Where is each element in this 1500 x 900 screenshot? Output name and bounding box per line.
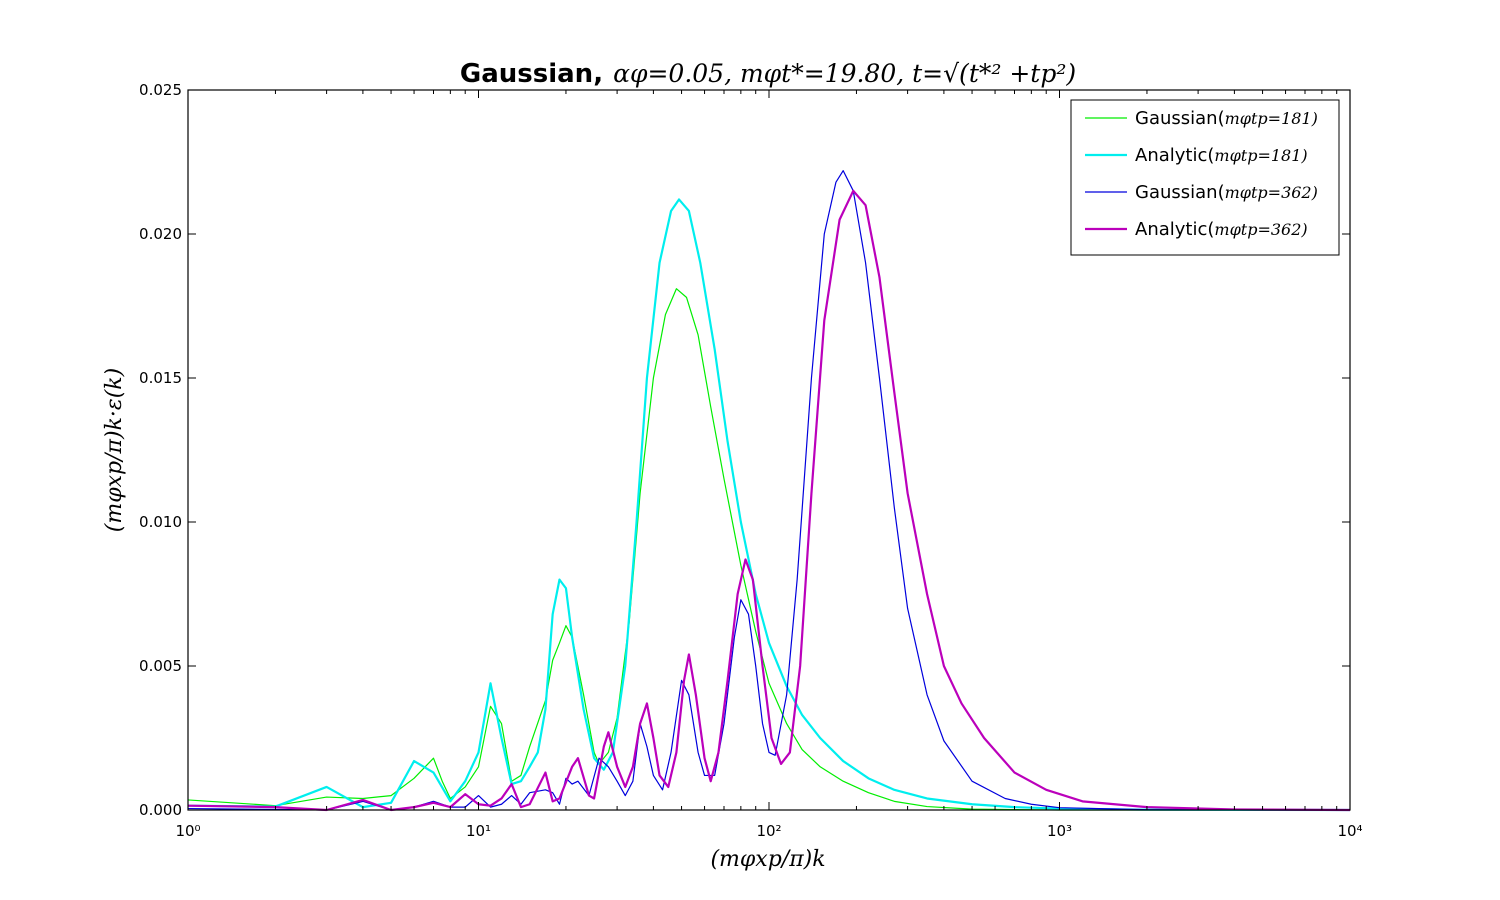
legend-entry-word: Gaussian( [1135, 182, 1225, 203]
chart-title: Gaussian, αφ=0.05, mφt*=19.80, t=√(t*² +… [460, 59, 1076, 89]
series-line-4 [187, 189, 1351, 812]
legend-entry-2: Analytic(mφtp=181) [1135, 145, 1308, 166]
legend-entry-1: Gaussian(mφtp=181) [1135, 108, 1318, 129]
y-tick-label: 0.020 [139, 225, 182, 243]
x-tick-label: 10⁴ [1337, 822, 1362, 840]
svg-text:Gaussian, αφ=0.05, mφt*=: Gaussian, αφ=0.05, mφt*=19.80, t=√(t*² +… [460, 59, 1076, 89]
y-tick-label: 0.005 [139, 657, 182, 675]
chart-title-word: Gaussian, [460, 59, 603, 89]
legend-entry-word: Analytic( [1135, 145, 1214, 166]
legend-entry-3: Gaussian(mφtp=362) [1135, 182, 1318, 203]
legend-entry-math: mφtp=362) [1214, 220, 1307, 239]
legend-entry-math: mφtp=181) [1225, 109, 1318, 128]
chart-title-math: αφ=0.05, mφt*=19.80, t=√(t*² +tp²) [613, 59, 1076, 88]
x-tick-label: 10² [756, 822, 781, 840]
legend-entry-word: Analytic( [1135, 219, 1214, 240]
series-line-2 [187, 198, 1351, 812]
series-line-3 [187, 170, 1351, 811]
series-layer [187, 170, 1351, 812]
y-tick-label: 0.025 [139, 81, 182, 99]
legend-entry-math: mφtp=362) [1225, 183, 1318, 202]
x-tick-label: 10¹ [466, 822, 491, 840]
x-axis-label: (mφxp/π)k [710, 847, 825, 872]
y-tick-label: 0.010 [139, 513, 182, 531]
y-axis-label: (mφxp/π)k·ε(k) [102, 368, 127, 532]
legend-entry-math: mφtp=181) [1214, 146, 1307, 165]
legend-entry-word: Gaussian( [1135, 108, 1225, 129]
x-tick-label: 10³ [1047, 822, 1072, 840]
series-line-1 [187, 288, 1350, 811]
y-tick-label: 0.015 [139, 369, 182, 387]
axis-ticks: 10⁰ 10¹ 10² 10³ 10⁴ 0.000 0.005 0.010 0.015 0.020… [139, 81, 1363, 840]
legend: Gaussian(mφtp=181)Analytic(mφtp=181)Gaus… [1070, 99, 1340, 256]
legend-entry-4: Analytic(mφtp=362) [1135, 219, 1308, 240]
y-tick-label: 0.000 [139, 801, 182, 819]
x-tick-label: 10⁰ [175, 822, 200, 840]
